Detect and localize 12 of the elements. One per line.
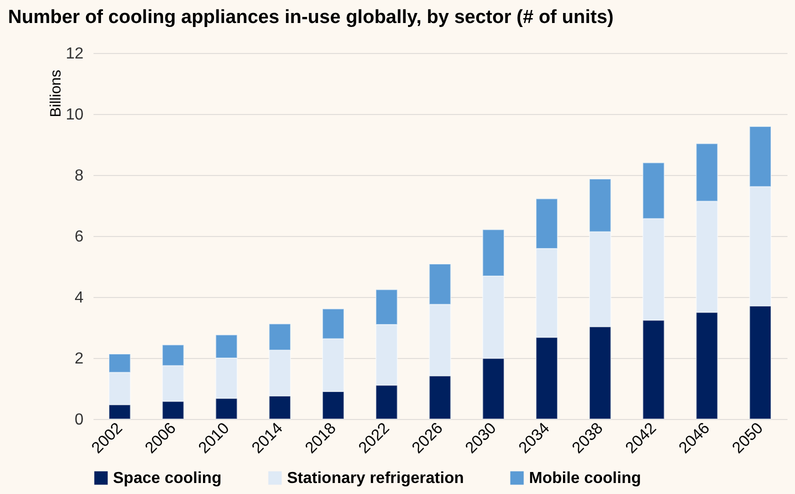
y-tick-label: 12: [66, 46, 84, 62]
chart-title: Number of cooling appliances in-use globally, by sector (# of units): [8, 7, 614, 28]
y-tick-label: 0: [74, 412, 84, 428]
legend-label: Space cooling: [113, 470, 222, 487]
legend-label: Mobile cooling: [529, 470, 641, 487]
y-tick-label: 10: [66, 106, 84, 124]
y-tick-label: 6: [74, 228, 84, 246]
y-tick-label: 2: [74, 350, 84, 368]
legend-label: Stationary refrigeration: [287, 470, 464, 487]
y-tick-label: 4: [74, 290, 84, 306]
y-tick-label: 8: [74, 168, 84, 184]
y-axis-title: Billions: [48, 70, 64, 118]
